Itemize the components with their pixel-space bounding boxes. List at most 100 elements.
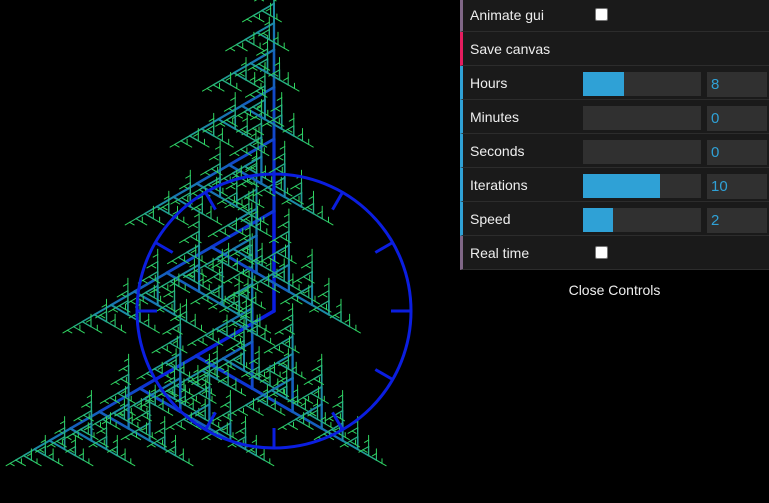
tree-branch bbox=[264, 67, 271, 71]
tree-branch bbox=[100, 427, 108, 432]
animate-gui-checkbox[interactable] bbox=[595, 8, 608, 21]
tree-branch bbox=[79, 422, 93, 431]
minutes-slider[interactable] bbox=[583, 106, 701, 130]
tree-branch bbox=[155, 346, 163, 352]
tree-branch bbox=[230, 307, 254, 322]
speed-input[interactable]: 2 bbox=[707, 208, 767, 233]
tree-branch bbox=[294, 185, 301, 190]
tree-branch bbox=[131, 417, 137, 422]
tree-branch bbox=[148, 271, 159, 278]
tree-branch bbox=[250, 325, 258, 330]
tree-branch bbox=[243, 195, 250, 200]
tree-branch bbox=[314, 390, 320, 394]
tree-branch bbox=[123, 418, 133, 425]
tree-branch bbox=[243, 237, 249, 242]
tree-branch bbox=[362, 449, 368, 453]
tree-branch bbox=[236, 88, 242, 92]
tree-branch bbox=[121, 293, 127, 298]
tree-branch bbox=[101, 412, 115, 421]
seconds-slider[interactable] bbox=[583, 140, 701, 164]
tree-branch bbox=[169, 359, 177, 364]
tree-branch bbox=[229, 44, 238, 49]
tree-branch bbox=[278, 79, 289, 86]
tree-branch bbox=[302, 392, 312, 399]
tree-branch bbox=[153, 297, 162, 302]
tree-branch bbox=[315, 368, 321, 372]
tree-branch bbox=[175, 314, 181, 319]
tree-branch bbox=[214, 289, 220, 294]
tree-branch bbox=[14, 454, 25, 461]
tree-branch bbox=[313, 308, 319, 313]
tree-branch bbox=[257, 289, 263, 294]
tree-branch bbox=[137, 428, 148, 435]
tree-branch bbox=[264, 21, 270, 26]
close-controls-button[interactable]: Close Controls bbox=[460, 280, 769, 300]
tree-branch bbox=[256, 52, 262, 56]
tree-branch bbox=[145, 398, 150, 403]
tree-branch bbox=[241, 374, 247, 378]
tree-branch bbox=[232, 436, 238, 441]
tree-branch bbox=[288, 308, 294, 312]
seconds-input[interactable]: 0 bbox=[707, 140, 767, 165]
tree-branch bbox=[136, 402, 142, 407]
animate-gui-row[interactable]: Animate gui bbox=[460, 0, 769, 32]
tree-branch bbox=[22, 448, 36, 457]
tree-branch bbox=[146, 417, 152, 422]
tree-branch bbox=[296, 276, 305, 281]
tree-branch bbox=[244, 285, 252, 291]
tree-branch bbox=[256, 105, 262, 110]
tree-branch bbox=[258, 58, 269, 65]
real-time-checkbox[interactable] bbox=[595, 246, 608, 259]
hours-input[interactable]: 8 bbox=[707, 72, 767, 97]
tree-branch bbox=[183, 274, 189, 278]
real-time-row[interactable]: Real time bbox=[460, 236, 769, 270]
tree-branch bbox=[173, 313, 188, 323]
tree-branch bbox=[273, 346, 281, 352]
tree-branch bbox=[202, 285, 210, 291]
tree-branch bbox=[180, 135, 191, 142]
save-canvas-button[interactable]: Save canvas bbox=[460, 32, 769, 66]
tree-branch bbox=[130, 433, 138, 438]
tree-branch bbox=[165, 271, 201, 293]
tree-branch bbox=[245, 218, 251, 222]
tree-branch bbox=[211, 181, 218, 186]
tree-branch bbox=[159, 221, 165, 226]
tree-branch bbox=[212, 417, 218, 422]
tree-branch bbox=[177, 256, 186, 262]
tree-branch bbox=[249, 257, 263, 267]
tree-branch bbox=[196, 334, 207, 341]
tree-branch bbox=[163, 448, 177, 457]
tree-branch bbox=[125, 381, 131, 385]
tree-branch bbox=[263, 278, 270, 283]
tree-branch bbox=[278, 390, 286, 395]
tree-branch bbox=[230, 252, 236, 257]
tree-branch bbox=[200, 403, 206, 407]
hours-slider[interactable] bbox=[583, 72, 701, 96]
iterations-slider[interactable] bbox=[583, 174, 701, 198]
tree-branch bbox=[122, 368, 128, 372]
tree-branch bbox=[116, 454, 126, 461]
tree-branch bbox=[267, 115, 273, 119]
tree-branch bbox=[174, 144, 180, 148]
minutes-input[interactable]: 0 bbox=[707, 106, 767, 131]
tree-branch bbox=[266, 119, 274, 125]
tree-branch bbox=[142, 276, 150, 281]
tree-branch bbox=[135, 218, 143, 223]
tree-branch bbox=[218, 229, 226, 235]
tree-branch bbox=[204, 334, 214, 341]
tree-branch bbox=[174, 317, 180, 322]
iterations-input[interactable]: 10 bbox=[707, 174, 767, 199]
tree-branch bbox=[83, 414, 90, 419]
tree-branch bbox=[279, 146, 286, 150]
tree-branch bbox=[158, 427, 166, 432]
tree-branch bbox=[238, 280, 244, 284]
tree-branch bbox=[230, 332, 236, 337]
tree-branch bbox=[323, 400, 329, 404]
tree-branch bbox=[148, 211, 154, 215]
tree-branch bbox=[212, 84, 221, 90]
tree-branch bbox=[292, 279, 298, 284]
speed-slider[interactable] bbox=[583, 208, 701, 232]
tree-branch bbox=[343, 444, 349, 448]
tree-branch bbox=[240, 244, 251, 251]
tree-branch bbox=[201, 436, 207, 441]
